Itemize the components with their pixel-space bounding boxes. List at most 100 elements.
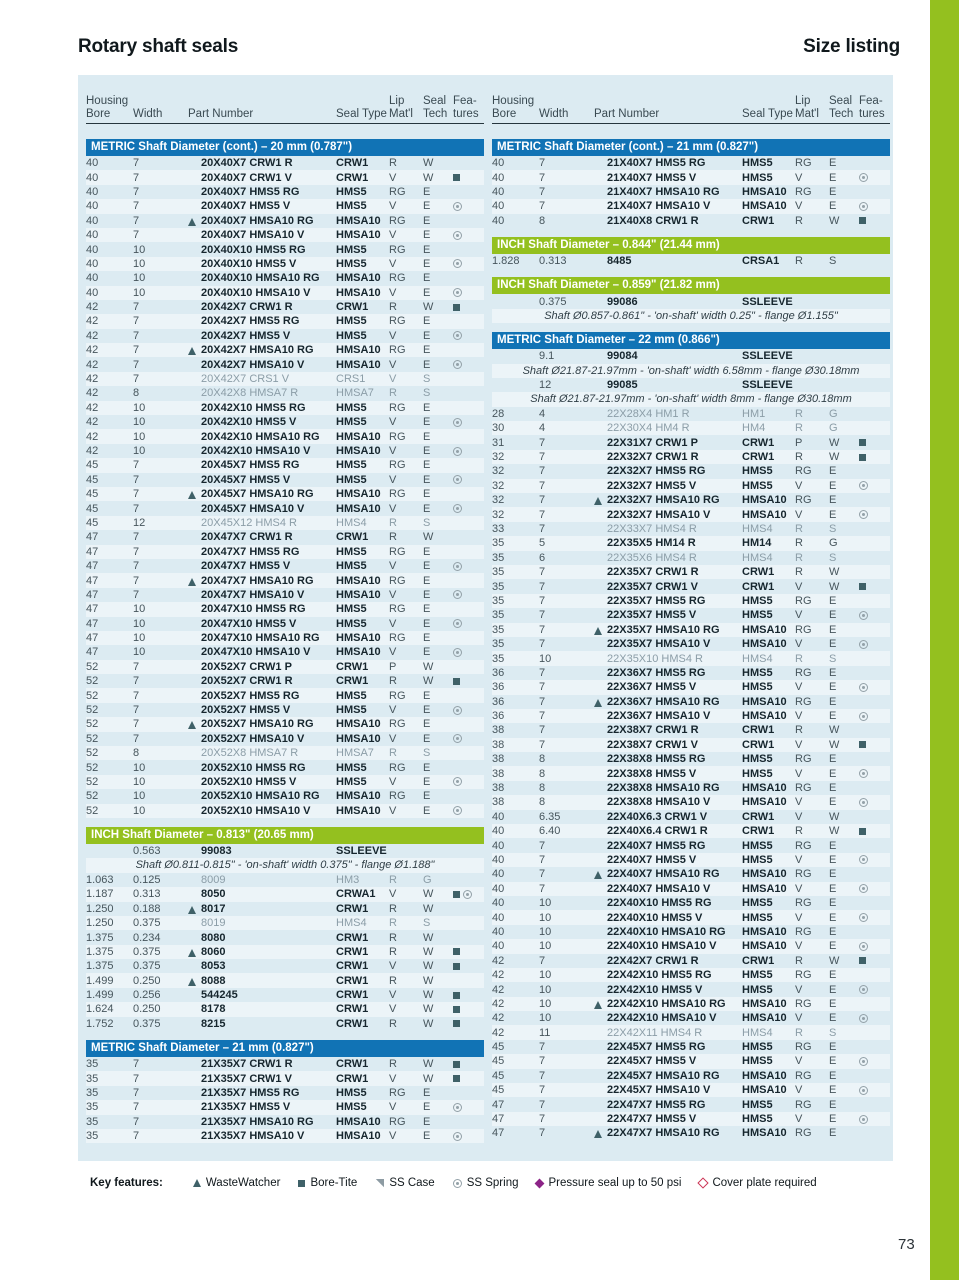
seal-type-cell: CRW1	[336, 157, 369, 170]
seal-type-cell: HMS5	[336, 416, 367, 429]
seal-tech-cell: E	[423, 804, 431, 817]
part-number-cell: 21X40X7 HMSA10 V	[607, 200, 711, 213]
bore-cell: 40	[86, 214, 99, 227]
part-number-cell: 20X47X7 HMS5 V	[201, 560, 291, 573]
features-cell	[859, 1056, 888, 1066]
ss-spring-icon	[453, 590, 462, 600]
features-cell	[859, 1013, 888, 1023]
part-number-cell: 22X38X8 HMSA10 V	[607, 796, 711, 809]
width-cell: 0.375	[133, 1017, 161, 1030]
seal-tech-cell: W	[423, 660, 434, 673]
table-row: 42 10 22X42X10 HMSA10 RG HMSA10 RG E	[492, 996, 890, 1012]
bore-cell: 40	[86, 200, 99, 213]
part-number-cell: 22X38X8 HMS5 RG	[607, 753, 706, 766]
seal-tech-cell: E	[423, 315, 431, 328]
ss-spring-icon	[453, 734, 462, 744]
width-cell: 7	[133, 358, 140, 371]
seal-type-cell: CRW1	[336, 931, 369, 944]
bore-cell: 47	[492, 1113, 505, 1126]
part-number-cell: 22X40X10 HMSA10 V	[607, 940, 717, 953]
width-cell: 7	[133, 560, 140, 573]
table-row: 35 7 21X35X7 HMSA10 V HMSA10 V E	[86, 1129, 484, 1144]
lip-material-cell: V	[389, 775, 397, 788]
boretite-icon	[453, 677, 460, 685]
seal-type-cell: HMS5	[336, 257, 367, 270]
table-row: 36 7 22X36X7 HMSA10 RG HMSA10 RG E	[492, 695, 890, 709]
features-cell	[859, 173, 888, 183]
part-number-cell: 20X47X7 HMSA10 RG	[188, 575, 336, 587]
features-cell	[859, 913, 888, 923]
features-cell	[859, 855, 888, 865]
width-cell: 7	[133, 200, 140, 213]
ss-spring-icon	[859, 1114, 868, 1124]
column-header: Housing Bore	[492, 95, 539, 120]
width-cell: 7	[539, 666, 546, 679]
features-cell	[453, 734, 482, 744]
seal-type-cell: HMSA10	[742, 1069, 787, 1082]
column-headers: Housing Bore Width Part Number Seal Type L…	[86, 87, 484, 124]
seal-type-cell: HMSA10	[336, 286, 381, 299]
part-number-cell: 22X45X7 HMS5 RG	[607, 1041, 706, 1054]
lip-material-cell: RG	[389, 718, 406, 731]
seal-type-cell: HMS5	[336, 689, 367, 702]
width-cell: 7	[133, 718, 140, 731]
boretite-icon	[453, 174, 460, 182]
table-row: 38 7 22X38X7 CRW1 V CRW1 V W	[492, 737, 890, 753]
legend-item-label: Bore-Tite	[310, 1177, 358, 1189]
boretite-icon	[298, 1179, 306, 1187]
features-cell	[859, 453, 888, 461]
column-header: Housing Bore	[86, 95, 133, 120]
width-cell: 7	[133, 545, 140, 558]
legend-item: SS Spring	[452, 1177, 518, 1189]
bore-cell: 1.375	[86, 945, 114, 958]
bore-cell: 42	[86, 445, 99, 457]
lip-material-cell: RG	[389, 459, 406, 472]
seal-type-cell: HMSA10	[336, 574, 381, 587]
bore-cell: 45	[86, 502, 99, 515]
seal-tech-cell: E	[829, 157, 837, 170]
width-cell: 8	[539, 767, 546, 780]
legend-item: Pressure seal up to 50 psi	[535, 1177, 681, 1189]
features-cell	[859, 884, 888, 894]
legend-item-label: WasteWatcher	[205, 1177, 281, 1189]
seal-tech-cell: E	[829, 1055, 837, 1068]
table-row: 38 8 22X38X8 HMS5 RG HMS5 RG E	[492, 752, 890, 766]
lip-material-cell: RG	[795, 839, 812, 852]
seal-tech-cell: W	[423, 171, 434, 184]
part-number-cell: 21X35X7 HMS5 RG	[201, 1087, 300, 1100]
seal-type-cell: HMSA10	[742, 638, 787, 651]
table-row: 40 6.35 22X40X6.3 CRW1 V CRW1 V W	[492, 810, 890, 824]
seal-type-cell: HMSA10	[742, 508, 787, 521]
seal-type-cell: HMSA10	[336, 272, 381, 285]
lip-material-cell: V	[389, 329, 397, 342]
ss-spring-icon	[453, 705, 462, 715]
bore-cell: 47	[86, 531, 99, 544]
seal-tech-cell: W	[829, 580, 840, 593]
table-row: 1.752 0.375 8215 CRW1 R W	[86, 1017, 484, 1031]
seal-type-cell: HMS4	[336, 917, 367, 930]
seal-tech-cell: W	[423, 1072, 434, 1085]
bore-cell: 47	[86, 646, 99, 659]
column-header: Fea-tures	[859, 95, 888, 120]
width-cell: 7	[133, 574, 140, 587]
lip-material-cell: RG	[795, 494, 812, 507]
part-number-cell: 20X47X10 HMS5 V	[201, 617, 297, 630]
bore-cell: 40	[492, 868, 505, 881]
table-row: 1.063 0.125 8009 HM3 R G	[86, 873, 484, 887]
wastewatcher-icon	[188, 577, 196, 586]
width-cell: 7	[133, 488, 140, 501]
part-number-cell: 20X52X10 HMS5 V	[201, 775, 297, 788]
lip-material-cell: V	[795, 681, 803, 694]
width-cell: 0.375	[539, 295, 567, 308]
part-number-cell: 20X45X7 HMS5 V	[201, 473, 291, 486]
seal-type-cell: HMS5	[336, 603, 367, 616]
lip-material-cell: V	[795, 796, 803, 809]
seal-type-cell: HMSA10	[742, 200, 787, 213]
width-cell: 10	[133, 646, 146, 659]
table-row: 40 10 22X40X10 HMSA10 V HMSA10 V E	[492, 939, 890, 954]
lip-material-cell: RG	[795, 782, 812, 795]
seal-type-cell: HM1	[742, 407, 766, 420]
lip-material-cell: RG	[795, 1069, 812, 1082]
seal-tech-cell: E	[423, 1115, 431, 1128]
seal-tech-cell: E	[423, 704, 431, 717]
